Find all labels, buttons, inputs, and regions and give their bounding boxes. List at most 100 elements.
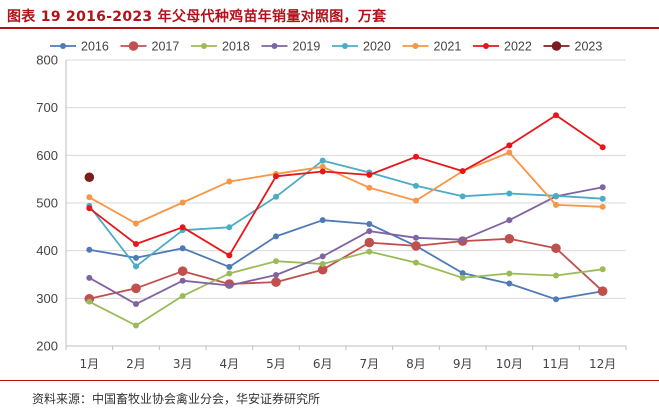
y-tick-label: 600 — [36, 148, 58, 163]
chart: 200 300 400 500 600 700 800 1月 2月 3月 4月 5月 6月 7月 8月 9月… — [36, 40, 627, 371]
legend-label: 2017 — [152, 40, 180, 54]
data-point — [273, 258, 279, 265]
data-point — [506, 190, 513, 197]
data-point — [84, 172, 95, 183]
data-point — [413, 197, 419, 204]
data-point — [133, 301, 139, 308]
data-point — [86, 298, 93, 305]
data-point — [179, 245, 186, 252]
x-tick-label: 1月 — [80, 357, 100, 371]
data-point — [179, 292, 186, 299]
data-point — [413, 234, 419, 241]
data-point — [226, 178, 233, 185]
x-tick-label: 6月 — [313, 357, 333, 371]
series-line — [88, 151, 603, 225]
data-point — [366, 220, 373, 227]
x-tick-label: 8月 — [406, 357, 426, 371]
legend-marker — [483, 43, 489, 49]
legend-item: 2019 — [261, 40, 321, 54]
data-point — [226, 270, 233, 277]
data-point — [506, 270, 513, 277]
series-line — [89, 237, 604, 300]
legend-item: 2017 — [120, 40, 180, 54]
data-point — [226, 282, 233, 289]
data-point — [366, 171, 373, 178]
x-tick-label: 7月 — [360, 357, 380, 371]
data-point — [179, 277, 186, 284]
legend-item: 2016 — [50, 40, 109, 54]
legend-marker — [60, 43, 66, 49]
data-point — [366, 228, 373, 235]
data-point — [411, 241, 421, 251]
data-point — [133, 240, 139, 247]
data-point — [553, 201, 559, 208]
source-note: 资料来源：中国畜牧业协会禽业分会，华安证券研究所 — [32, 392, 321, 406]
data-point — [597, 286, 608, 296]
data-point — [133, 263, 139, 270]
data-point — [459, 236, 466, 243]
series-2019 — [86, 184, 606, 308]
x-tick-label: 12月 — [589, 357, 616, 371]
x-tick-label: 2月 — [126, 357, 146, 371]
figure-title: 图表 19 2016-2023 年父母代种鸡苗年销量对照图，万套 — [7, 9, 387, 25]
legend-label: 2019 — [293, 40, 321, 54]
data-point — [553, 296, 559, 303]
data-point — [459, 274, 466, 281]
data-point — [599, 184, 606, 191]
series-line — [88, 250, 603, 327]
header-rule — [0, 27, 659, 29]
data-point — [319, 253, 326, 260]
data-point — [413, 259, 419, 266]
data-point — [504, 233, 515, 244]
data-point — [366, 248, 373, 255]
data-point — [553, 112, 559, 119]
data-point — [506, 142, 513, 149]
data-point — [366, 184, 373, 191]
data-point — [226, 263, 233, 270]
x-axis: 1月 2月 3月 4月 5月 6月 7月 8月 9月 10月 11月 12月 — [65, 345, 627, 371]
data-point — [226, 224, 233, 231]
legend-marker — [271, 43, 278, 49]
data-point — [271, 277, 281, 287]
series-2023 — [84, 172, 95, 183]
data-point — [319, 261, 326, 268]
data-point — [179, 224, 186, 231]
series-2022 — [86, 112, 606, 259]
x-tick-label: 5月 — [266, 357, 286, 371]
legend-item: 2018 — [191, 40, 250, 54]
legend-item: 2020 — [332, 40, 391, 54]
legend-label: 2022 — [504, 40, 532, 54]
data-point — [319, 157, 326, 164]
data-point — [273, 271, 279, 278]
data-point — [599, 195, 606, 202]
data-point — [551, 243, 561, 254]
y-axis: 200 300 400 500 600 700 800 — [36, 53, 67, 354]
series-line — [88, 159, 603, 268]
legend: 2016 2017 2018 2019 2020 2021 2022 2023 — [50, 40, 602, 54]
y-tick-label: 500 — [36, 196, 58, 211]
data-point — [459, 168, 466, 175]
data-point — [133, 220, 139, 227]
y-tick-label: 700 — [36, 100, 58, 115]
legend-item: 2022 — [473, 40, 532, 54]
legend-label: 2016 — [81, 40, 109, 54]
data-point — [319, 168, 326, 175]
data-point — [553, 272, 559, 279]
footer-rule — [0, 380, 659, 381]
x-tick-label: 3月 — [173, 357, 193, 371]
data-point — [86, 246, 93, 253]
legend-marker — [412, 43, 419, 49]
series-line — [89, 219, 603, 301]
data-point — [319, 217, 326, 224]
data-point — [226, 252, 233, 259]
data-point — [506, 217, 513, 224]
data-point — [413, 182, 419, 189]
series-line — [88, 186, 603, 306]
data-point — [133, 322, 139, 329]
data-point — [133, 254, 139, 261]
data-point — [273, 173, 279, 180]
data-point — [553, 192, 559, 199]
data-point — [413, 153, 419, 160]
legend-marker — [342, 43, 348, 49]
data-point — [506, 280, 513, 287]
